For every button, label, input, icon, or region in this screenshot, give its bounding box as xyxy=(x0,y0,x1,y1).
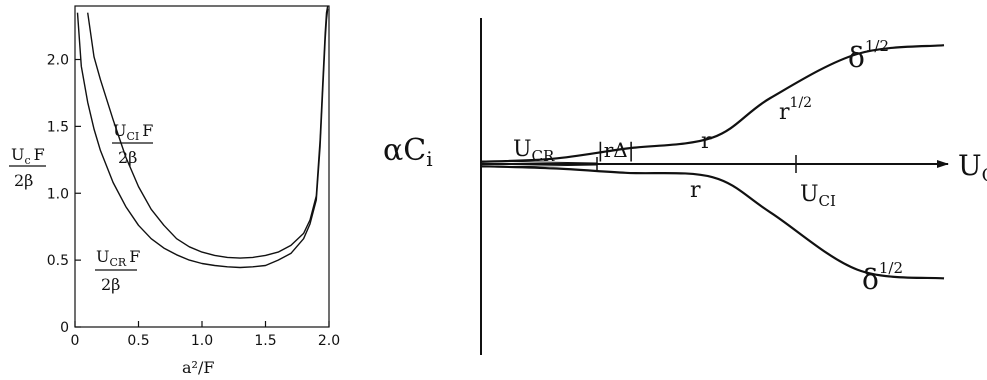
curve-upper xyxy=(480,44,945,163)
right-x-axis-label-main: U xyxy=(958,149,982,182)
r-half-label-main: r xyxy=(779,100,790,125)
uci-label-main: U xyxy=(800,182,819,207)
left-y-label-main: U xyxy=(11,145,24,164)
left-series xyxy=(76,5,329,269)
right-y-axis-label: αCi xyxy=(383,133,433,171)
series-line-ucr xyxy=(76,8,329,269)
series-label-uci-denominator: 2β xyxy=(118,148,137,167)
y-tick-label: 0 xyxy=(60,320,69,336)
x-tick-label: 1.5 xyxy=(254,333,276,349)
series-label-ucr: UCR F 2β xyxy=(95,247,140,294)
upper-delta-half-label: δ1/2 xyxy=(848,37,889,74)
inner-line-lower xyxy=(480,164,598,168)
upper-delta-half-main: δ xyxy=(848,41,865,74)
y-tick-label: 0.5 xyxy=(47,253,69,269)
x-tick-label: 0.5 xyxy=(127,333,149,349)
series-label-ucr-main: U xyxy=(96,247,109,266)
uci-label-sub: CI xyxy=(819,192,836,210)
inner-line-upper xyxy=(480,160,598,164)
lower-delta-half-main: δ xyxy=(862,263,879,296)
left-y-axis-label: Uc F 2β xyxy=(9,145,46,190)
left-y-label-sub: c xyxy=(24,154,30,167)
upper-r-label: r xyxy=(701,129,712,154)
ucr-label-sub: CR xyxy=(532,147,555,165)
right-y-axis-label-sub: i xyxy=(426,147,432,171)
ucr-label: UCR xyxy=(513,137,555,165)
series-label-uci: UCI F 2β xyxy=(112,121,153,167)
uci-label: UCI xyxy=(800,182,836,210)
upper-delta-half-sup: 1/2 xyxy=(865,37,889,55)
series-label-ucr-denominator: 2β xyxy=(101,275,120,294)
left-ticks: 0 0.5 1.0 1.5 2.0 0 0.5 1.0 1.5 2.0 xyxy=(47,53,340,350)
x-tick-label: 1.0 xyxy=(191,333,213,349)
series-label-uci-tail: F xyxy=(142,121,153,140)
curve-lower xyxy=(480,165,945,280)
left-y-label-denominator: 2β xyxy=(14,171,33,190)
y-tick-label: 2.0 xyxy=(47,53,69,69)
series-label-ucr-sub: CR xyxy=(109,256,126,269)
y-tick-label: 1.5 xyxy=(47,119,69,135)
y-tick-label: 1.0 xyxy=(47,186,69,202)
right-chart: αCi UC UCR |rΔ| r r r1/2 UCI δ1/2 δ1/2 xyxy=(383,18,987,355)
right-x-axis-label: UC xyxy=(958,149,987,186)
svg-text:UcF: Uc F xyxy=(11,145,45,167)
right-x-axis-label-sub: C xyxy=(982,165,987,186)
ucr-label-main: U xyxy=(513,137,532,162)
r-half-label-sup: 1/2 xyxy=(790,95,813,111)
lower-r-label: r xyxy=(690,178,701,203)
series-label-uci-main: U xyxy=(113,121,126,140)
r-delta-label: |rΔ| xyxy=(597,138,634,163)
x-tick-label: 0 xyxy=(71,333,80,349)
left-chart: 0 0.5 1.0 1.5 2.000.51.01.52.0 a²/F Uc F 2β U… xyxy=(9,5,340,377)
r-half-label: r1/2 xyxy=(779,95,812,125)
lower-delta-half-label: δ1/2 xyxy=(862,259,903,296)
series-label-ucr-tail: F xyxy=(129,247,140,266)
right-y-axis-label-main: αC xyxy=(383,133,426,168)
x-tick-label: 2.0 xyxy=(318,333,340,349)
left-y-label-tail: F xyxy=(34,145,45,164)
lower-delta-half-sup: 1/2 xyxy=(879,259,903,277)
right-series xyxy=(480,44,945,280)
series-label-uci-sub: CI xyxy=(126,130,139,143)
left-x-axis-label: a²/F xyxy=(182,358,214,377)
